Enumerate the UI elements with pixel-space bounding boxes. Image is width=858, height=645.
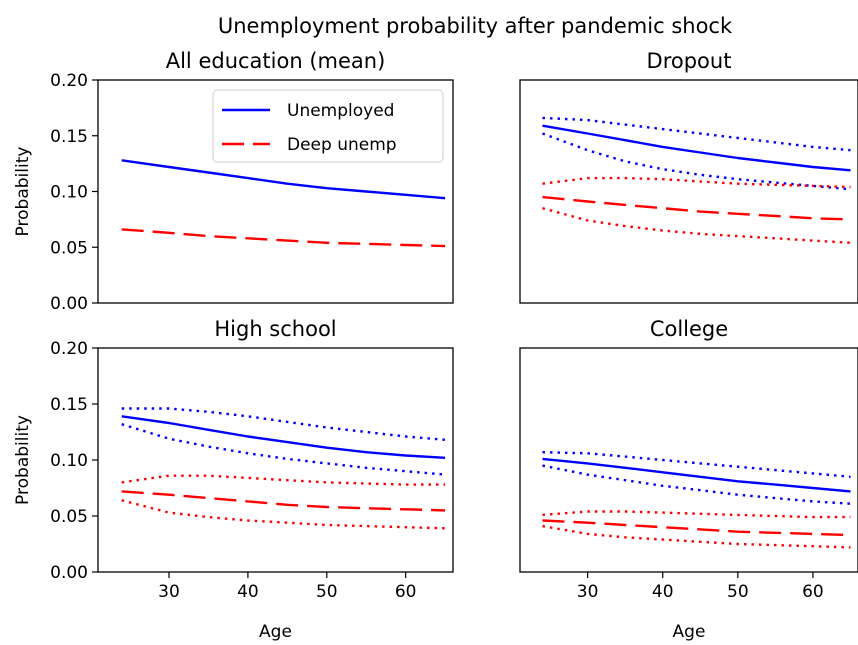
- x-tick-label: 40: [237, 582, 259, 602]
- series-line-dotted: [121, 407, 446, 441]
- y-tick-label: 0.00: [50, 563, 88, 583]
- y-tick-label: 0.05: [50, 507, 88, 527]
- panel-title: College: [650, 317, 728, 341]
- series-line-solid: [121, 159, 446, 200]
- panel-title: High school: [214, 317, 336, 341]
- panel-4: College 30 40 50 60 Age: [519, 317, 858, 642]
- series-line-dashed: [542, 195, 851, 221]
- y-tick-label: 0.15: [50, 395, 88, 415]
- series-line-dotted: [121, 499, 446, 530]
- series-line-solid: [121, 415, 446, 459]
- y-tick-label: 0.20: [50, 339, 88, 359]
- series-line-dotted: [542, 176, 851, 189]
- y-tick-label: 0.05: [50, 238, 88, 258]
- legend-label: Unemployed: [287, 101, 394, 121]
- series-line-dotted: [542, 132, 851, 191]
- series-line-dotted: [542, 116, 851, 152]
- panel-1: All education (mean) 0.00 0.05 0.10 0.15 0.20…: [13, 49, 454, 314]
- series-line-dotted: [542, 510, 851, 519]
- series-line-dashed: [542, 519, 851, 537]
- panel-title: Dropout: [647, 49, 732, 73]
- panel-3: High school 0.00 0.05 0.10 0.15 0.20 30 40 50 60 P…: [13, 317, 454, 642]
- y-tick-label: 0.20: [50, 71, 88, 91]
- x-axis-label: Age: [673, 622, 706, 642]
- x-tick-label: 30: [158, 582, 180, 602]
- series-line-dotted: [121, 474, 446, 486]
- y-tick-label: 0.10: [50, 183, 88, 203]
- y-axis-label: Probability: [13, 147, 33, 237]
- series-line-dotted: [542, 451, 851, 478]
- figure-title: Unemployment probability after pandemic …: [218, 14, 733, 38]
- x-tick-label: 60: [802, 582, 824, 602]
- legend-label: Deep unemp: [287, 135, 397, 155]
- x-tick-label: 40: [652, 582, 674, 602]
- panels: All education (mean) 0.00 0.05 0.10 0.15 0.20…: [13, 49, 858, 642]
- series-line-dotted: [542, 207, 851, 244]
- series-line-solid: [542, 124, 851, 172]
- axes-frame: [519, 347, 858, 573]
- series-line-dotted: [542, 464, 851, 505]
- series-line-dotted: [542, 524, 851, 549]
- x-axis-label: Age: [259, 622, 292, 642]
- legend-box: [212, 89, 444, 163]
- axes-frame: [97, 347, 454, 573]
- legend: Unemployed Deep unemp: [212, 89, 444, 163]
- panel-2: Dropout: [519, 49, 858, 304]
- x-tick-label: 50: [316, 582, 338, 602]
- panel-title: All education (mean): [166, 49, 386, 73]
- y-tick-label: 0.00: [50, 294, 88, 314]
- y-axis-label: Probability: [13, 415, 33, 505]
- x-tick-label: 60: [395, 582, 417, 602]
- series-line-dashed: [121, 228, 446, 248]
- x-tick-label: 30: [577, 582, 599, 602]
- y-tick-label: 0.15: [50, 127, 88, 147]
- series-line-solid: [542, 457, 851, 493]
- series-line-dashed: [121, 490, 446, 512]
- axes-frame: [519, 79, 858, 304]
- x-tick-label: 50: [727, 582, 749, 602]
- series-line-dotted: [121, 423, 446, 476]
- y-tick-label: 0.10: [50, 451, 88, 471]
